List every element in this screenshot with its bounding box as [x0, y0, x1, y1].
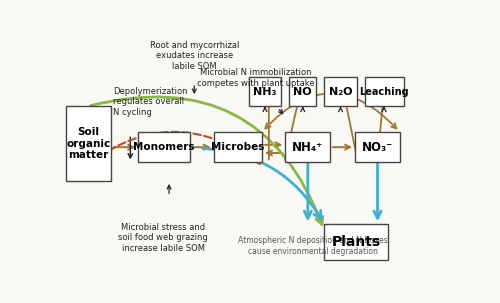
FancyBboxPatch shape: [214, 132, 262, 162]
Text: Root and mycorrhizal
exudates increase
labile SOM: Root and mycorrhizal exudates increase l…: [150, 41, 239, 71]
Text: Soil
organic
matter: Soil organic matter: [66, 127, 111, 160]
Text: Microbial N immobilization
competes with plant uptake: Microbial N immobilization competes with…: [198, 68, 315, 88]
FancyBboxPatch shape: [289, 77, 316, 106]
Text: NO₃⁻: NO₃⁻: [362, 141, 393, 154]
Text: Microbes: Microbes: [211, 142, 264, 152]
Text: Depolymerization
regulates overall
N cycling: Depolymerization regulates overall N cyc…: [113, 87, 188, 117]
FancyBboxPatch shape: [138, 132, 190, 162]
FancyBboxPatch shape: [355, 132, 400, 162]
Text: Atmospheric N deposition and N losses
cause environmental degradation: Atmospheric N deposition and N losses ca…: [238, 236, 388, 256]
FancyBboxPatch shape: [248, 77, 282, 106]
Text: Leaching: Leaching: [360, 87, 409, 97]
Text: NH₄⁺: NH₄⁺: [292, 141, 323, 154]
Text: Microbial stress and
soil food web grazing
increase labile SOM: Microbial stress and soil food web grazi…: [118, 223, 208, 253]
FancyBboxPatch shape: [66, 106, 111, 181]
Text: NO: NO: [294, 87, 312, 97]
Text: NH₃: NH₃: [254, 87, 276, 97]
FancyBboxPatch shape: [286, 132, 330, 162]
Text: Plants: Plants: [332, 235, 380, 249]
FancyBboxPatch shape: [365, 77, 404, 106]
Text: Monomers: Monomers: [134, 142, 195, 152]
FancyBboxPatch shape: [324, 77, 357, 106]
Text: N₂O: N₂O: [329, 87, 352, 97]
FancyBboxPatch shape: [324, 224, 388, 260]
